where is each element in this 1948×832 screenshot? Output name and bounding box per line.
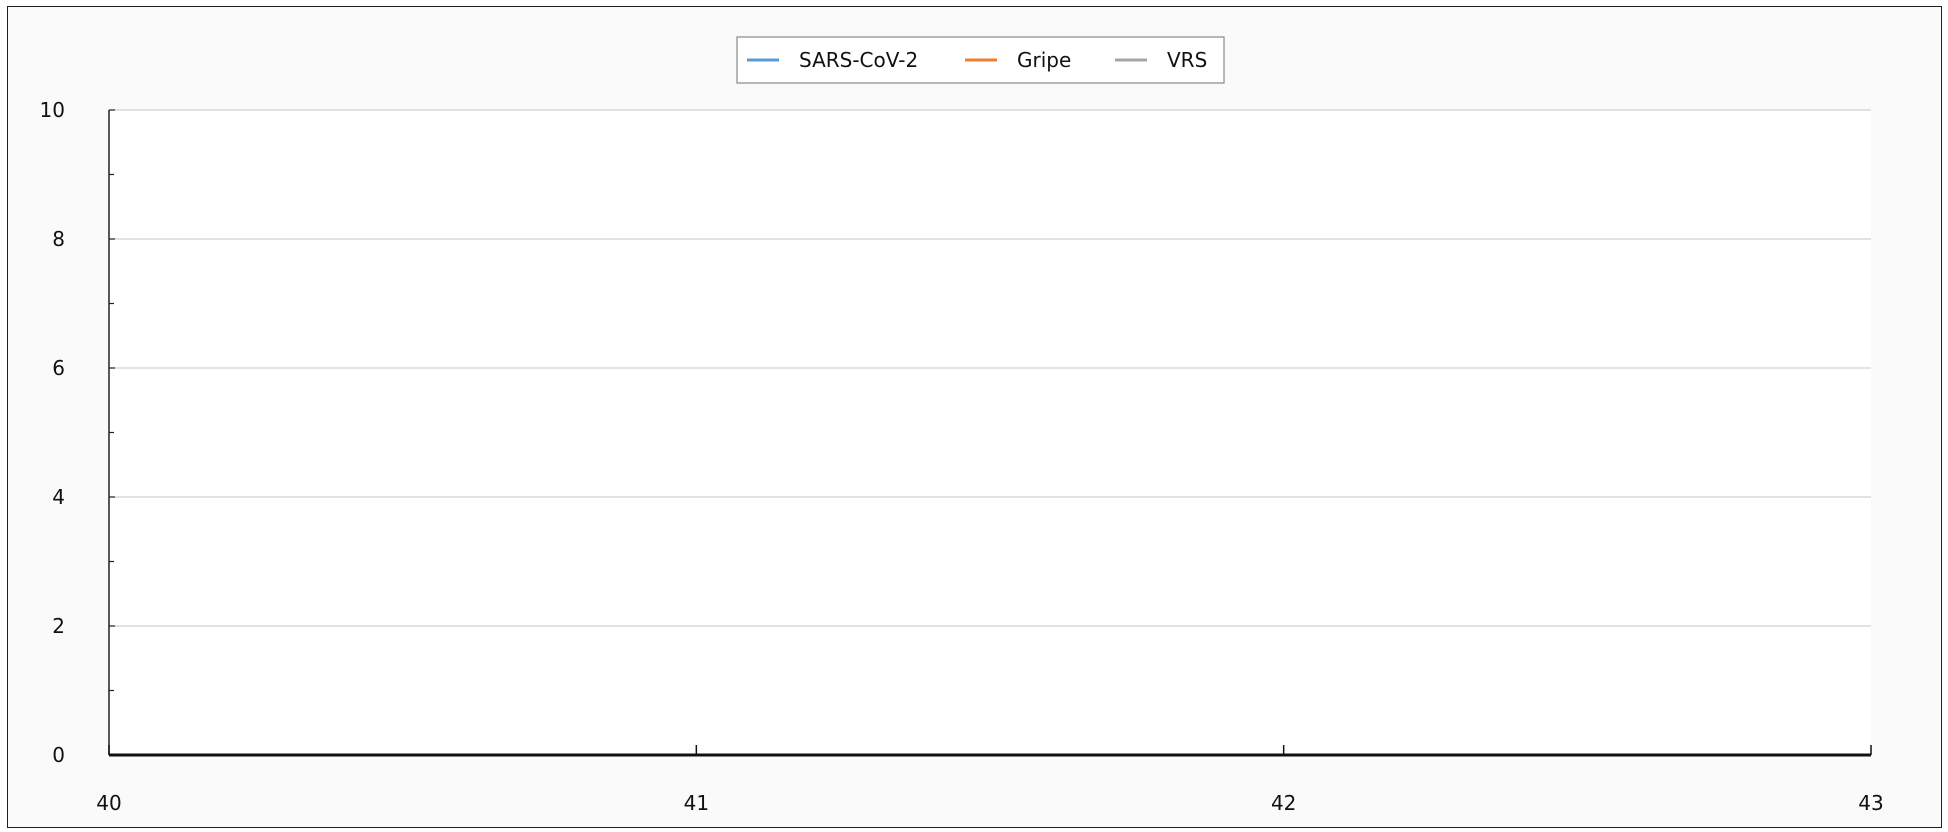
plot-area [109,110,1871,755]
gridlines [109,109,1871,755]
y-tick-label: 10 [40,98,65,122]
y-tick-label: 4 [52,485,65,509]
legend: SARS-CoV-2 Gripe VRS [736,36,1225,84]
x-tick-label: 40 [96,791,121,815]
y-tick-label: 6 [52,356,65,380]
x-tick-label: 42 [1271,791,1296,815]
y-tick-label: 8 [52,227,65,251]
x-tick-label: 43 [1858,791,1883,815]
legend-label: VRS [1167,48,1207,72]
x-tick-label: 41 [684,791,709,815]
y-tick-label: 0 [52,743,65,767]
y-tick-label: 2 [52,614,65,638]
legend-label: SARS-CoV-2 [799,48,918,72]
legend-label: Gripe [1017,48,1071,72]
